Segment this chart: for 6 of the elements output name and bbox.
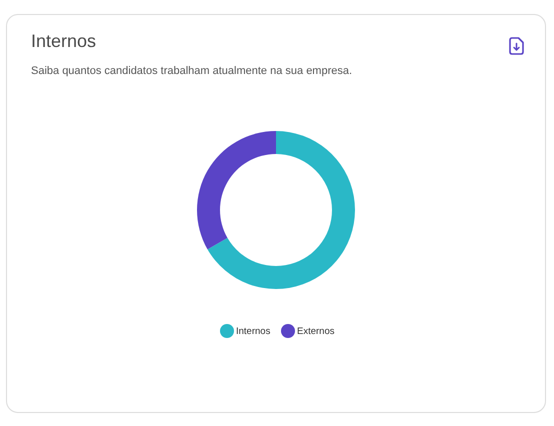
legend-label: Internos <box>236 326 271 337</box>
chart-title: Internos <box>31 31 96 51</box>
chart-subtitle: Saiba quantos candidatos trabalham atualmente na sua empresa. <box>31 65 352 77</box>
donut-slice <box>208 131 355 289</box>
donut-slice <box>197 131 276 250</box>
legend-label: Externos <box>297 326 335 337</box>
